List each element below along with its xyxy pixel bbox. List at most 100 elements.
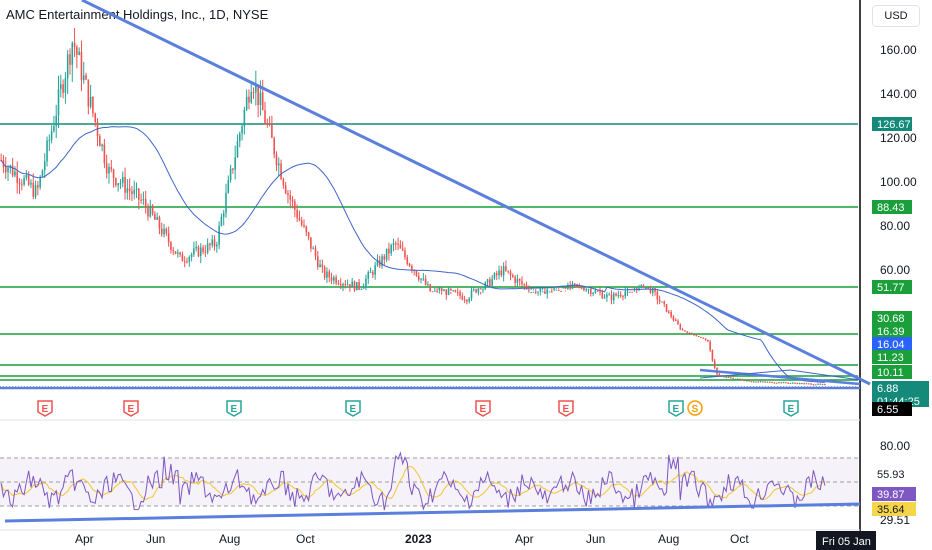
candle-body (631, 291, 633, 293)
candle-body (388, 248, 390, 254)
candle-body (374, 265, 376, 275)
candle-body (743, 380, 746, 382)
split-marker (687, 400, 703, 416)
price-label-bg (872, 350, 912, 364)
candle-body (23, 178, 25, 185)
candle-body (163, 228, 165, 235)
candle-body (238, 133, 241, 142)
price-label-bg (872, 337, 912, 351)
time-tick-label: Apr (515, 532, 534, 546)
candle-body (406, 257, 409, 265)
price-label-bg (872, 280, 912, 294)
candle-body (32, 182, 35, 197)
candle-body (789, 382, 792, 384)
candle-body (796, 383, 799, 385)
candle-body (216, 244, 218, 247)
candle-body (167, 233, 170, 243)
candle-body (479, 288, 482, 290)
candle-body (729, 377, 732, 379)
candle-body (690, 332, 693, 335)
candle-body (151, 205, 154, 214)
candle-body (333, 277, 335, 281)
candle-body (697, 336, 700, 338)
candle-body (486, 279, 489, 283)
candle-body (491, 278, 493, 286)
candle-body (291, 199, 294, 202)
candle-body (686, 331, 688, 333)
price-label: 16.04 (877, 339, 905, 351)
candle-body (390, 245, 393, 254)
candle-body (537, 291, 539, 293)
candle-body (440, 287, 443, 292)
candle-body (505, 266, 507, 271)
candle-body (372, 272, 374, 275)
candle-body (489, 279, 491, 286)
candle-body (282, 179, 285, 186)
candle-body (154, 213, 156, 220)
rsi-label: 55.93 (877, 469, 905, 481)
candle-body (135, 188, 138, 190)
candle-body (209, 243, 211, 246)
price-tick-label: 140.00 (880, 87, 917, 101)
candle-body (99, 136, 101, 147)
candle-body (454, 290, 457, 292)
candle-body (323, 267, 326, 278)
candle-body (615, 293, 617, 296)
candle-body (78, 51, 80, 55)
candle-body (759, 381, 762, 383)
candle-body (11, 165, 14, 176)
candle-body (326, 271, 328, 278)
candle-body (463, 299, 466, 301)
price-label-bg (872, 365, 912, 379)
currency-button[interactable]: USD (872, 5, 920, 27)
candle-body (695, 335, 698, 337)
earnings-marker (226, 400, 242, 417)
candle-body (248, 96, 250, 103)
price-label: 10.11 (877, 367, 904, 379)
candle-body (204, 251, 207, 253)
candle-body (791, 382, 794, 384)
candle-body (555, 289, 558, 291)
candle-body (316, 256, 319, 267)
candle-body (121, 176, 124, 184)
candle-body (59, 84, 62, 90)
price-label-bg (872, 324, 912, 338)
candle-body (172, 249, 175, 252)
candle-body (509, 271, 512, 276)
candle-body (124, 176, 126, 193)
earnings-marker (668, 400, 684, 417)
candle-body (220, 216, 223, 226)
candle-body (353, 281, 356, 291)
candle-body (158, 217, 161, 229)
price-label: 16.39 (877, 326, 905, 338)
candle-body (346, 284, 349, 286)
candle-body (635, 287, 638, 291)
price-label-bg (872, 200, 912, 214)
candle-body (66, 54, 69, 79)
candle-body (287, 193, 289, 196)
rsi-trendline (4, 502, 861, 523)
candle-body (76, 46, 78, 55)
candle-body (679, 324, 682, 330)
event-label: S (692, 404, 699, 415)
candle-body (580, 288, 583, 290)
candle-body (18, 182, 21, 184)
time-tick-label: Apr (75, 532, 94, 546)
candle-body (417, 275, 420, 280)
candle-body (174, 251, 177, 254)
candle-body (599, 291, 601, 293)
candle-body (89, 96, 92, 107)
candle-body (289, 195, 292, 200)
candle-body (399, 244, 402, 249)
rsi-label-bg (872, 502, 916, 516)
candle-body (755, 381, 757, 383)
candle-body (147, 206, 149, 217)
candle-body (539, 287, 542, 292)
current-date-bg (816, 531, 876, 550)
candle-body (608, 294, 610, 296)
time-tick-label: Oct (296, 532, 315, 546)
candle-body (227, 180, 230, 193)
candle-body (330, 277, 333, 281)
candle-body (415, 271, 418, 276)
